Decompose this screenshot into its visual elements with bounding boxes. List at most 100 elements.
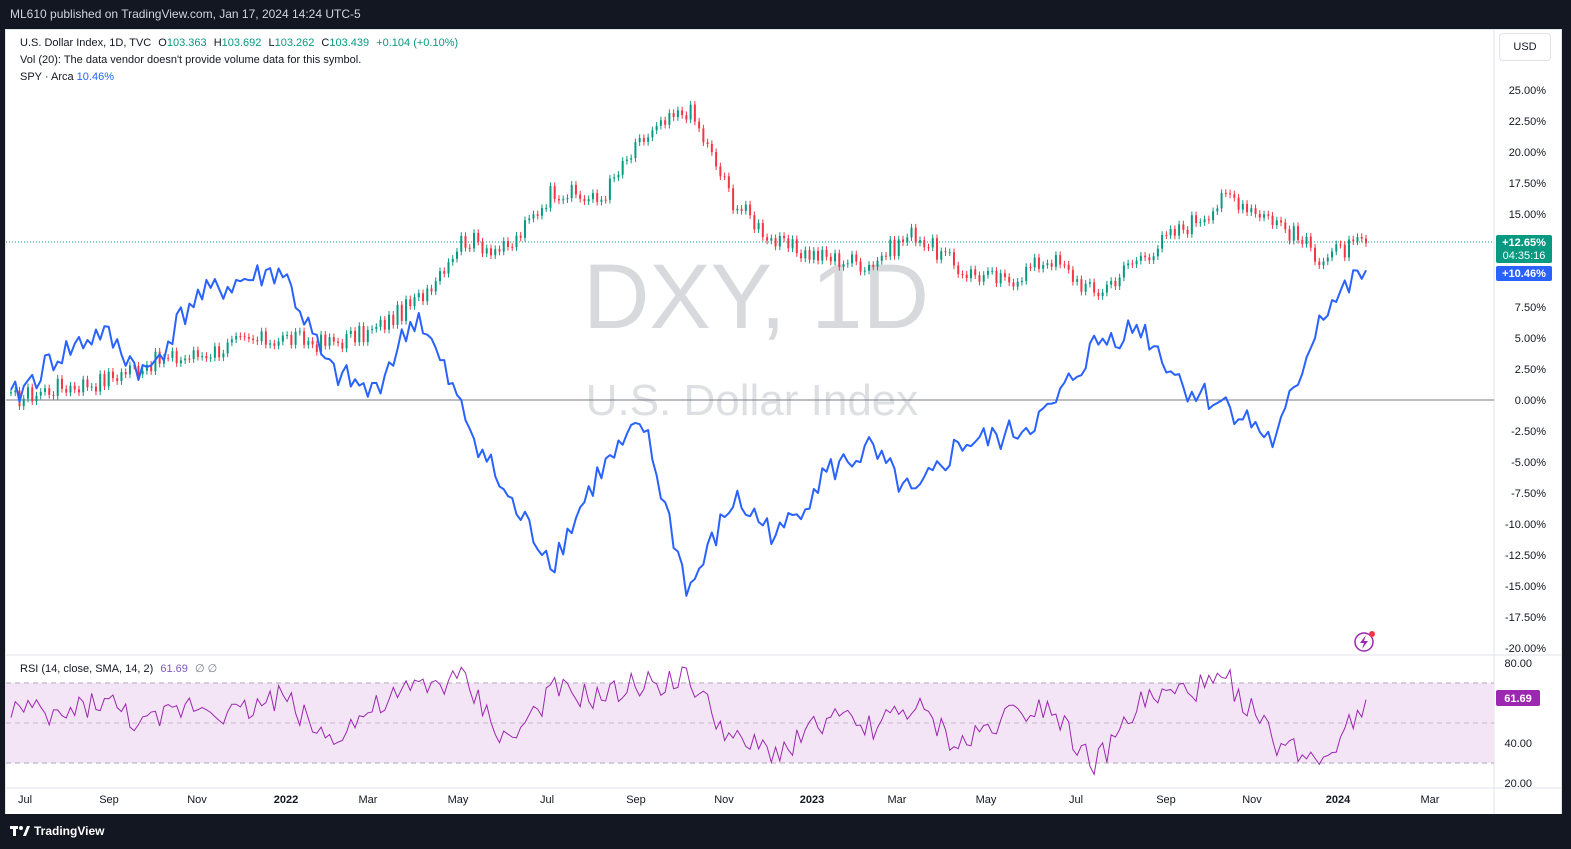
dxy-candle-body — [952, 252, 955, 266]
dxy-candle-body — [549, 186, 552, 208]
dxy-candle-body — [935, 238, 938, 260]
dxy-candle-body — [303, 331, 306, 345]
open-label: O — [158, 37, 167, 49]
dxy-candle-body — [604, 199, 607, 201]
dxy-candle-body — [179, 360, 182, 364]
dxy-candle-body — [642, 137, 645, 142]
dxy-candle-body — [995, 270, 998, 284]
rsi-line — [10, 666, 1367, 776]
dxy-candle-body — [320, 334, 323, 352]
dxy-candle-body — [1216, 208, 1219, 212]
dxy-candle-body — [1207, 219, 1210, 221]
time-axis-tick: Sep — [99, 794, 119, 806]
lightning-icon[interactable] — [1354, 631, 1375, 652]
dxy-candle-body — [1050, 263, 1053, 267]
dxy-candle-body — [1186, 229, 1189, 235]
dxy-candle-body — [969, 269, 972, 279]
dxy-candle-body — [35, 395, 38, 402]
dxy-candle-body — [1182, 224, 1185, 230]
dxy-candle-body — [388, 314, 391, 330]
dxy-candle-body — [1309, 236, 1312, 248]
dxy-candle-body — [757, 223, 760, 230]
dxy-candle-body — [1288, 229, 1291, 241]
dxy-candle-body — [808, 250, 811, 260]
price-axis-tick: 5.00% — [1515, 333, 1546, 345]
dxy-candle-body — [885, 255, 888, 257]
dxy-candle-body — [1335, 244, 1338, 252]
dxy-candle-body — [545, 207, 548, 209]
dxy-candle-body — [1156, 248, 1159, 257]
dxy-candle-body — [281, 335, 284, 342]
time-axis-tick: Nov — [187, 794, 207, 806]
dxy-candle-body — [1348, 239, 1351, 258]
dxy-candle-body — [1169, 229, 1172, 236]
dxy-candle-body — [1229, 193, 1232, 195]
time-axis-tick: Jul — [18, 794, 32, 806]
volume-note[interactable]: Vol (20): The data vendor doesn't provid… — [20, 54, 362, 66]
time-axis-tick: Nov — [1242, 794, 1262, 806]
brand-logo[interactable]: TradingView — [10, 824, 104, 838]
dxy-candle-body — [787, 238, 790, 249]
dxy-badge-bg — [1496, 235, 1552, 263]
dxy-candle-body — [1360, 236, 1363, 239]
dxy-candle-body — [1326, 257, 1329, 262]
dxy-candle-body — [583, 198, 586, 202]
dxy-candle-body — [477, 232, 480, 242]
dxy-candle-body — [1161, 234, 1164, 249]
dxy-candle-body — [48, 388, 51, 395]
dxy-candle-body — [277, 341, 280, 346]
dxy-candle-body — [1110, 280, 1113, 285]
dxy-candle-body — [14, 390, 17, 393]
price-axis-tick: 25.00% — [1509, 85, 1547, 97]
main-legend-row[interactable]: U.S. Dollar Index, 1D, TVC O103.363 H103… — [20, 35, 458, 52]
dxy-candle-body — [574, 184, 577, 195]
dxy-candle-body — [56, 378, 59, 396]
dxy-candle-body — [264, 331, 267, 345]
currency-button[interactable]: USD — [1499, 33, 1551, 61]
dxy-candle-body — [991, 270, 994, 272]
dxy-candle-body — [846, 263, 849, 265]
dxy-candle-body — [1118, 277, 1121, 287]
dxy-candle-body — [154, 351, 157, 372]
time-axis-tick: 2024 — [1326, 794, 1351, 806]
dxy-candle-body — [523, 220, 526, 238]
dxy-candle-body — [676, 110, 679, 118]
dxy-candle-body — [944, 251, 947, 253]
price-axis-tick: 17.50% — [1509, 178, 1547, 190]
time-axis-tick: Mar — [1421, 794, 1440, 806]
dxy-candle-body — [1131, 263, 1134, 265]
time-axis-tick: Jul — [1069, 794, 1083, 806]
dxy-candle-body — [812, 250, 815, 260]
rsi-legend[interactable]: RSI (14, close, SMA, 14, 2) 61.69 ∅ ∅ — [20, 662, 217, 675]
dxy-candle-body — [243, 336, 246, 338]
dxy-candle-body — [358, 325, 361, 343]
dxy-candle-body — [817, 250, 820, 261]
dxy-candle-body — [137, 365, 140, 375]
price-axis-tick: -10.00% — [1505, 519, 1546, 531]
dxy-candle-body — [1224, 193, 1227, 195]
dxy-candle-body — [103, 374, 106, 387]
compare-legend-row[interactable]: SPY · Arca 10.46% — [20, 69, 458, 86]
tradingview-logo-icon — [10, 826, 30, 836]
dxy-candle-body — [562, 199, 565, 201]
dxy-candle-body — [332, 337, 335, 342]
price-axis-tick: 2.50% — [1515, 364, 1546, 376]
price-axis-tick: -5.00% — [1511, 457, 1546, 469]
dxy-candle-body — [927, 247, 930, 249]
dxy-candle-body — [60, 378, 63, 389]
chart-canvas[interactable]: DXY, 1D U.S. Dollar Index 25.00%22.50%20… — [6, 30, 1561, 815]
dxy-candle-body — [128, 365, 131, 375]
dxy-candle-body — [897, 239, 900, 256]
dxy-candle-body — [230, 339, 233, 343]
dxy-candle-body — [239, 336, 242, 338]
dxy-candle-body — [948, 252, 951, 254]
dxy-candle-body — [655, 125, 658, 131]
dxy-candle-body — [82, 379, 85, 393]
dxy-candle-body — [366, 329, 369, 343]
dxy-candle-body — [371, 328, 374, 330]
price-axis-tick: -15.00% — [1505, 581, 1546, 593]
dxy-candle-body — [298, 331, 301, 333]
dxy-candle-body — [1101, 292, 1104, 297]
dxy-candle-body — [73, 385, 76, 390]
dxy-candle-body — [1105, 284, 1108, 293]
